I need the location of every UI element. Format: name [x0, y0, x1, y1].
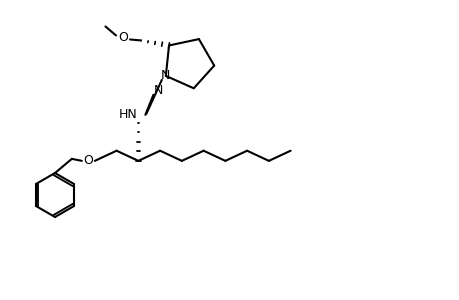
Text: O: O: [118, 31, 128, 44]
Text: N: N: [161, 69, 170, 82]
Text: HN: HN: [119, 108, 137, 122]
Text: N: N: [153, 84, 162, 98]
Text: O: O: [83, 154, 93, 167]
